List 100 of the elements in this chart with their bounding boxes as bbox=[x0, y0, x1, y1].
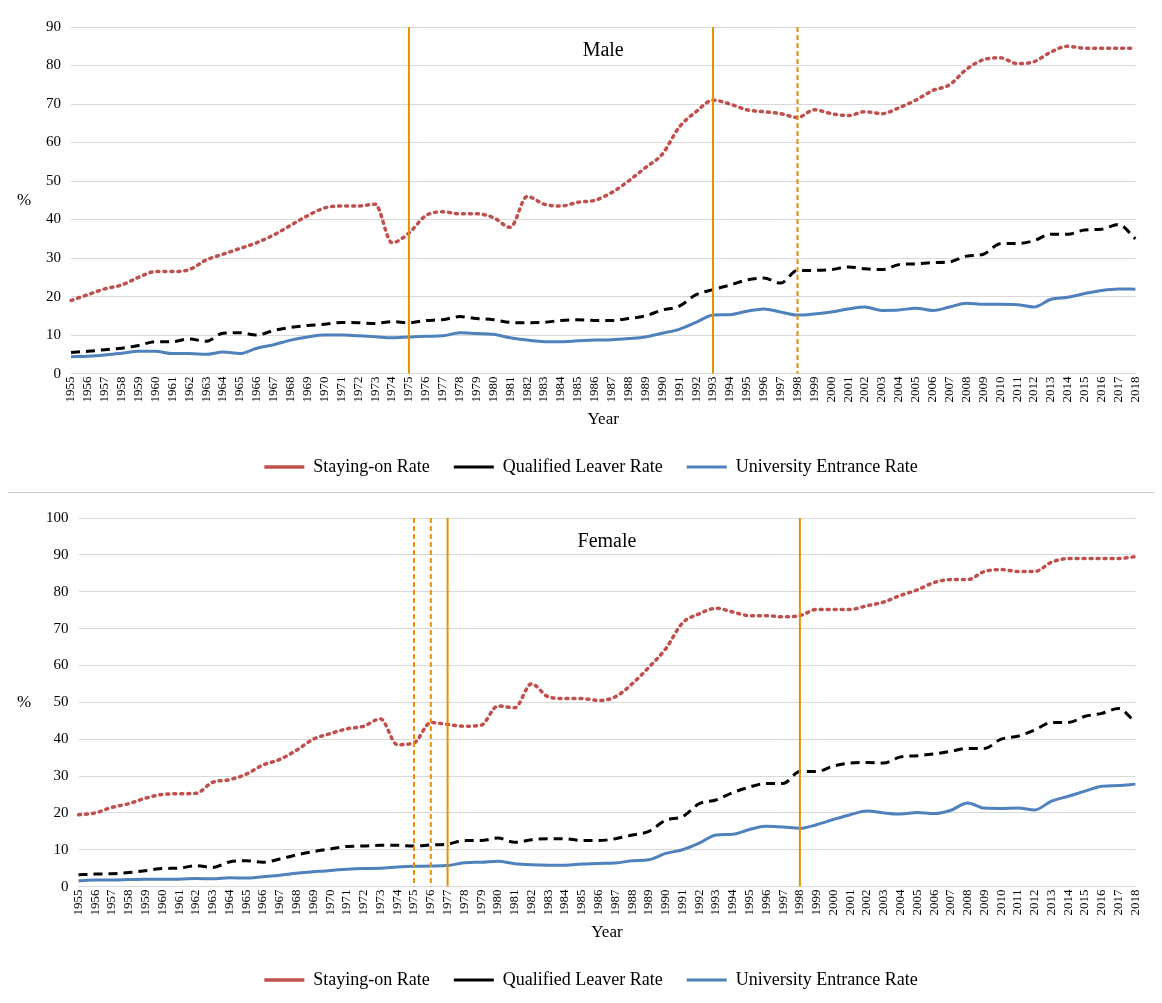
y-tick-label: 20 bbox=[53, 803, 69, 820]
x-tick-label: 2007 bbox=[940, 376, 956, 403]
x-tick-label: 1961 bbox=[170, 889, 186, 916]
y-axis-title: % bbox=[16, 189, 32, 209]
x-tick-label: 2004 bbox=[891, 889, 907, 916]
x-tick-label: 1985 bbox=[569, 376, 585, 403]
x-tick-label: 2013 bbox=[1042, 376, 1058, 403]
x-tick-label: 2011 bbox=[1009, 889, 1025, 916]
x-tick-label: 1960 bbox=[146, 376, 162, 403]
x-tick-label: 2003 bbox=[873, 376, 889, 403]
x-tick-label: 2018 bbox=[1126, 376, 1142, 403]
x-tick-label: 1994 bbox=[724, 889, 740, 916]
x-tick-label: 1970 bbox=[315, 376, 331, 403]
x-tick-label: 1981 bbox=[506, 889, 522, 916]
x-tick-label: 1955 bbox=[69, 889, 85, 916]
x-tick-label: 1962 bbox=[180, 376, 196, 403]
y-tick-label: 0 bbox=[53, 364, 61, 381]
y-tick-label: 80 bbox=[53, 582, 69, 599]
x-tick-label: 1965 bbox=[237, 889, 253, 916]
x-tick-label: 1978 bbox=[451, 376, 467, 403]
x-tick-label: 2009 bbox=[974, 376, 990, 403]
legend-label: University Entrance Rate bbox=[735, 968, 918, 989]
x-tick-label: 2017 bbox=[1110, 889, 1126, 916]
x-tick-label: 2003 bbox=[875, 889, 891, 916]
x-tick-label: 1968 bbox=[282, 376, 298, 403]
y-tick-label: 90 bbox=[46, 17, 61, 34]
y-tick-label: 70 bbox=[53, 619, 69, 636]
x-tick-label: 1996 bbox=[755, 376, 771, 403]
x-tick-label: 2010 bbox=[992, 889, 1008, 916]
y-tick-label: 50 bbox=[46, 171, 61, 188]
y-tick-label: 50 bbox=[53, 693, 69, 710]
x-tick-label: 2001 bbox=[841, 889, 857, 916]
x-tick-label: 1973 bbox=[366, 376, 382, 403]
x-tick-label: 1965 bbox=[231, 376, 247, 403]
x-tick-label: 1999 bbox=[805, 376, 821, 403]
x-tick-label: 2005 bbox=[907, 376, 923, 403]
x-tick-label: 1984 bbox=[556, 889, 572, 916]
x-tick-label: 1967 bbox=[265, 376, 281, 403]
x-tick-label: 1972 bbox=[349, 376, 365, 403]
x-tick-label: 1977 bbox=[439, 889, 454, 916]
x-tick-label: 1958 bbox=[113, 376, 129, 403]
x-tick-label: 2000 bbox=[822, 376, 838, 403]
y-tick-label: 20 bbox=[46, 287, 61, 304]
x-axis-title: Year bbox=[587, 409, 620, 429]
legend-label: Qualified Leaver Rate bbox=[502, 968, 663, 989]
x-tick-label: 1980 bbox=[489, 889, 505, 916]
x-tick-label: 1958 bbox=[120, 889, 136, 916]
x-tick-label: 2018 bbox=[1126, 889, 1142, 916]
legend-label: Staying-on Rate bbox=[313, 455, 430, 476]
x-tick-label: 2012 bbox=[1025, 376, 1041, 403]
x-tick-label: 1968 bbox=[288, 889, 304, 916]
x-tick-label: 2009 bbox=[975, 889, 991, 916]
x-tick-label: 1975 bbox=[400, 376, 416, 403]
x-tick-label: 1975 bbox=[405, 889, 421, 916]
x-tick-label: 2006 bbox=[924, 376, 940, 403]
x-tick-label: 2002 bbox=[856, 376, 872, 403]
x-tick-label: 1992 bbox=[687, 376, 703, 403]
y-tick-label: 10 bbox=[53, 840, 69, 857]
y-axis-title: % bbox=[16, 691, 32, 711]
x-tick-label: 1959 bbox=[130, 376, 145, 403]
x-tick-label: 1993 bbox=[707, 889, 723, 916]
x-tick-label: 1992 bbox=[690, 889, 706, 916]
x-tick-label: 2014 bbox=[1059, 376, 1075, 403]
x-tick-label: 1985 bbox=[573, 889, 589, 916]
y-tick-label: 100 bbox=[46, 508, 69, 525]
x-tick-label: 1966 bbox=[254, 889, 270, 916]
x-tick-label: 1966 bbox=[248, 376, 264, 403]
x-tick-label: 1986 bbox=[586, 376, 602, 403]
x-tick-label: 1971 bbox=[332, 376, 348, 403]
x-tick-label: 1976 bbox=[422, 889, 438, 916]
x-tick-label: 1981 bbox=[501, 376, 517, 403]
line-series bbox=[69, 223, 1137, 354]
x-tick-label: 1974 bbox=[383, 376, 399, 403]
x-tick-label: 1955 bbox=[62, 376, 78, 403]
y-tick-label: 0 bbox=[61, 877, 69, 894]
x-tick-label: 1991 bbox=[673, 889, 689, 916]
x-tick-label: 2008 bbox=[959, 889, 975, 916]
x-tick-label: 1964 bbox=[220, 889, 236, 916]
x-tick-label: 1964 bbox=[214, 376, 230, 403]
x-tick-label: 2015 bbox=[1076, 889, 1092, 916]
x-tick-label: 1979 bbox=[467, 376, 483, 403]
x-tick-label: 2014 bbox=[1059, 889, 1075, 916]
y-tick-label: 10 bbox=[46, 326, 61, 343]
x-tick-label: 1995 bbox=[738, 376, 754, 403]
y-tick-label: 70 bbox=[46, 94, 61, 111]
x-tick-label: 2010 bbox=[991, 376, 1007, 403]
x-tick-label: 2017 bbox=[1109, 376, 1125, 403]
x-tick-label: 1962 bbox=[187, 889, 203, 916]
x-tick-label: 1988 bbox=[619, 376, 635, 403]
x-tick-label: 1997 bbox=[772, 376, 788, 403]
x-tick-label: 1976 bbox=[417, 376, 433, 403]
x-tick-label: 2000 bbox=[824, 889, 840, 916]
x-tick-label: 2013 bbox=[1042, 889, 1058, 916]
x-tick-label: 2008 bbox=[957, 376, 973, 403]
line-series bbox=[76, 554, 1138, 817]
x-tick-label: 1990 bbox=[657, 889, 673, 916]
x-tick-label: 1997 bbox=[774, 889, 790, 916]
x-tick-label: 2001 bbox=[839, 376, 855, 403]
x-tick-label: 1989 bbox=[640, 889, 656, 916]
x-tick-label: 1956 bbox=[86, 889, 102, 916]
